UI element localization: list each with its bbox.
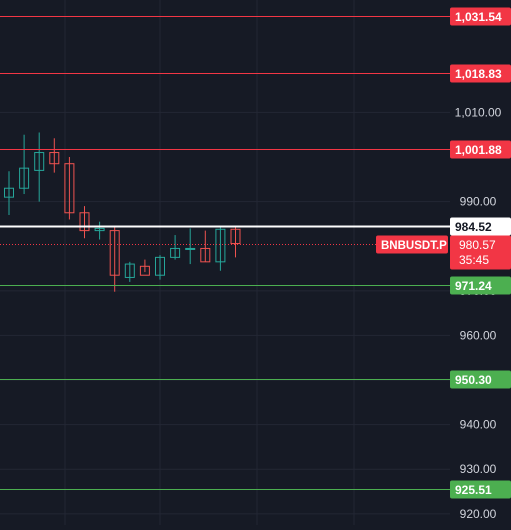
level-tag-value: 1,018.83	[455, 67, 502, 81]
level-tag-bg	[450, 370, 511, 389]
candle-body	[64, 163, 75, 214]
level-price-tag: 984.52	[450, 217, 511, 236]
candle-down	[139, 259, 150, 276]
level-tag-bg	[450, 480, 511, 499]
price-axis[interactable]: 920.00930.00940.00950.00960.00970.00990.…	[455, 105, 502, 520]
candle-body	[19, 167, 30, 189]
candle-up	[215, 227, 226, 271]
candle-body	[139, 265, 150, 276]
candle-up	[155, 255, 165, 280]
level-price-tag: 950.30	[450, 370, 511, 389]
candle-down	[109, 226, 120, 292]
candle-body	[109, 230, 120, 276]
candle-up	[170, 235, 181, 260]
level-tag-value: 1,001.88	[455, 143, 502, 157]
grid	[0, 0, 450, 525]
candle-up	[185, 228, 196, 265]
y-tick-label: 940.00	[460, 418, 497, 432]
candle-up	[19, 134, 30, 195]
candle-body	[155, 256, 165, 276]
symbol-tag-bg	[376, 235, 448, 254]
candle-down	[200, 230, 211, 263]
level-price-tag: 1,001.88	[450, 140, 511, 159]
y-tick-label: 1,010.00	[455, 105, 502, 119]
candle-body	[230, 228, 241, 245]
candle-body	[124, 263, 135, 278]
candles	[4, 132, 241, 292]
candle-up	[94, 221, 105, 240]
countdown-timer: 35:45	[459, 253, 489, 267]
candle-down	[49, 138, 60, 173]
last-price-value: 980.57	[459, 238, 496, 252]
candle-up	[124, 261, 135, 282]
candle-body	[49, 152, 60, 165]
candle-body	[200, 247, 211, 263]
y-tick-label: 930.00	[460, 462, 497, 476]
candle-up	[34, 132, 45, 202]
candle-body	[215, 228, 226, 263]
candle-up	[4, 171, 14, 215]
y-tick-label: 920.00	[460, 507, 497, 521]
level-price-tag: 1,018.83	[450, 64, 511, 83]
price-labels: 1,031.54 1,018.83 1,001.88 984.52 971.24 950.…	[376, 7, 511, 499]
candle-body	[34, 152, 45, 171]
level-tag-value: 925.51	[455, 483, 492, 497]
level-price-tag: 925.51	[450, 480, 511, 499]
candle-body	[79, 212, 90, 232]
level-tag-value: 950.30	[455, 373, 492, 387]
symbol-tag: BNBUSDT.P	[376, 235, 448, 254]
candle-down	[79, 206, 90, 239]
level-tag-value: 984.52	[455, 220, 492, 234]
level-tag-value: 971.24	[455, 279, 492, 293]
level-tag-bg	[450, 217, 511, 236]
level-tag-bg	[450, 64, 511, 83]
last-price-tag-bg	[450, 235, 511, 270]
y-tick-label: 990.00	[460, 195, 497, 209]
candle-body	[4, 187, 14, 198]
level-tag-bg	[450, 276, 511, 295]
symbol-label: BNBUSDT.P	[381, 240, 447, 252]
level-tag-bg	[450, 7, 511, 26]
level-tag-bg	[450, 140, 511, 159]
candle-down	[230, 227, 241, 258]
level-price-tag: 971.24	[450, 276, 511, 295]
candle-body	[170, 247, 181, 258]
candle-down	[64, 157, 75, 220]
y-tick-label: 960.00	[460, 328, 497, 342]
level-price-tag: 1,031.54	[450, 7, 511, 26]
candle-body	[94, 227, 105, 232]
horizontal-levels	[0, 16, 450, 490]
level-tag-value: 1,031.54	[455, 10, 502, 24]
candle-body	[185, 247, 196, 250]
